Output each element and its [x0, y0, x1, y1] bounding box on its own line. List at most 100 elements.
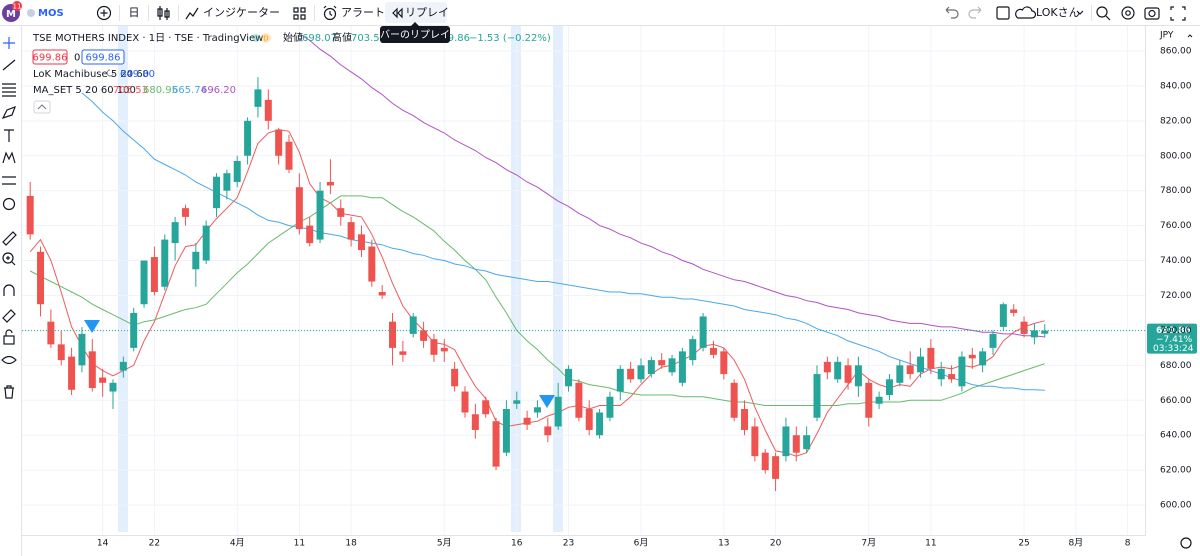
magnet-tool[interactable]: [3, 284, 15, 296]
candle-body: [792, 435, 800, 453]
candle-body: [368, 246, 376, 282]
plus: [100, 9, 108, 17]
collapse-icon: [37, 104, 47, 110]
candle-body: [119, 361, 127, 371]
redo-icon[interactable]: [968, 6, 982, 19]
candle-body: [513, 400, 521, 404]
alert-hands: [323, 5, 337, 16]
candle-body: [420, 330, 428, 341]
replay-button-bg[interactable]: [385, 2, 447, 23]
price-label-bg: [1147, 323, 1197, 354]
symbol[interactable]: MOS: [38, 8, 64, 19]
prediction-tool[interactable]: [2, 176, 16, 185]
stay-drawing-tool[interactable]: [2, 309, 16, 323]
price-label: 699.86−7.41%03:33:24: [1147, 323, 1197, 354]
settings-core: [1125, 10, 1131, 16]
layout-icon[interactable]: [293, 7, 306, 20]
candle-body: [720, 351, 728, 375]
x-tick-label: 11: [925, 539, 936, 549]
candle-body: [585, 409, 593, 430]
candle-body: [917, 356, 925, 373]
tooltip-text: バーのリプレイ: [380, 29, 450, 41]
replay-button[interactable]: リプレイ: [405, 6, 449, 19]
candle-body: [658, 360, 666, 366]
layout-save-icon[interactable]: [996, 6, 1010, 20]
collapse-button[interactable]: [33, 100, 51, 114]
search-icon[interactable]: [1096, 6, 1108, 18]
candle-body: [88, 351, 96, 389]
symbol-title: TSE MOTHERS INDEX · 1日 · TSE · TradingVi…: [32, 33, 263, 44]
trendline-tool[interactable]: [2, 59, 16, 71]
x-tick-label: 6月: [634, 538, 649, 549]
interval[interactable]: 日: [129, 6, 140, 19]
candle-body: [709, 347, 717, 355]
candle-body: [865, 382, 873, 418]
candle-body: [1020, 321, 1028, 334]
candle-body: [68, 356, 76, 390]
zoom-glyph: [6, 256, 16, 266]
x-tick-label: 8月: [1068, 538, 1083, 549]
candle-body: [399, 351, 407, 355]
x-tick-label: 22: [149, 539, 160, 549]
buy-box[interactable]: [81, 49, 125, 65]
candle-body: [751, 426, 759, 457]
ma-line: [299, 33, 1045, 338]
indicator-icon: [185, 7, 199, 20]
status-dot: [252, 34, 260, 42]
user-name[interactable]: LOKさん: [1036, 6, 1080, 19]
candle-body: [761, 452, 769, 471]
x-tick-label: 5月: [437, 538, 452, 549]
ma-line: [29, 129, 1045, 457]
candle-body: [875, 396, 883, 404]
currency-chevron[interactable]: [1187, 34, 1193, 38]
lock-tool[interactable]: [3, 335, 15, 345]
price-label-value: 699.86: [1156, 326, 1191, 336]
y-tick-label: 760.00: [1160, 221, 1192, 231]
hide-tool[interactable]: [1, 355, 17, 365]
y-tick-label: 740.00: [1160, 256, 1192, 266]
candle-body: [989, 333, 997, 348]
candle-body: [471, 414, 479, 430]
settings-icon[interactable]: [1121, 6, 1135, 20]
axis-settings-icon[interactable]: [1180, 537, 1192, 549]
ma-line: [81, 92, 1045, 391]
candle-body: [254, 89, 262, 107]
replay-band: [118, 26, 128, 532]
candle-body: [927, 347, 935, 369]
crosshair-tool[interactable]: [3, 37, 15, 49]
left-toolbar: [1, 26, 22, 556]
candle-body: [968, 354, 976, 359]
undo-icon[interactable]: [945, 6, 959, 19]
brush-tool[interactable]: [1, 105, 17, 120]
zoom-tool[interactable]: [2, 252, 14, 264]
candle-body: [26, 195, 34, 235]
candle-body: [502, 409, 510, 453]
alert-button[interactable]: アラート: [341, 6, 385, 19]
sell-box[interactable]: [32, 49, 68, 65]
chevron[interactable]: [1076, 10, 1084, 15]
emoji-tool[interactable]: [2, 197, 16, 211]
change-value: −1.53 (−0.22%): [469, 33, 551, 44]
x-tick-label: 13: [718, 539, 729, 549]
fib-tool[interactable]: [2, 83, 16, 97]
ruler-tool[interactable]: [2, 231, 17, 246]
delete-tool[interactable]: [4, 385, 14, 399]
plot-layer: [22, 26, 1145, 535]
x-tick-label: 7月: [861, 538, 876, 549]
indicators-button[interactable]: インジケーター: [203, 6, 280, 19]
candle-body: [544, 426, 552, 436]
candle-body: [347, 222, 355, 240]
chart-type-icon[interactable]: [157, 6, 170, 20]
camera-icon[interactable]: [1144, 7, 1160, 20]
y-tick-label: 800.00: [1160, 151, 1192, 161]
candle-body: [285, 141, 293, 170]
text-tool[interactable]: [4, 129, 14, 142]
pattern-tool[interactable]: [2, 151, 16, 164]
candle-body: [689, 339, 697, 361]
candle-body: [109, 382, 117, 392]
symbol-icon: [27, 9, 35, 17]
close-value: 699.86: [435, 33, 470, 44]
fullscreen-icon[interactable]: [1170, 6, 1186, 21]
add-symbol-icon[interactable]: [96, 5, 112, 21]
x-tick-label: 14: [97, 539, 109, 549]
